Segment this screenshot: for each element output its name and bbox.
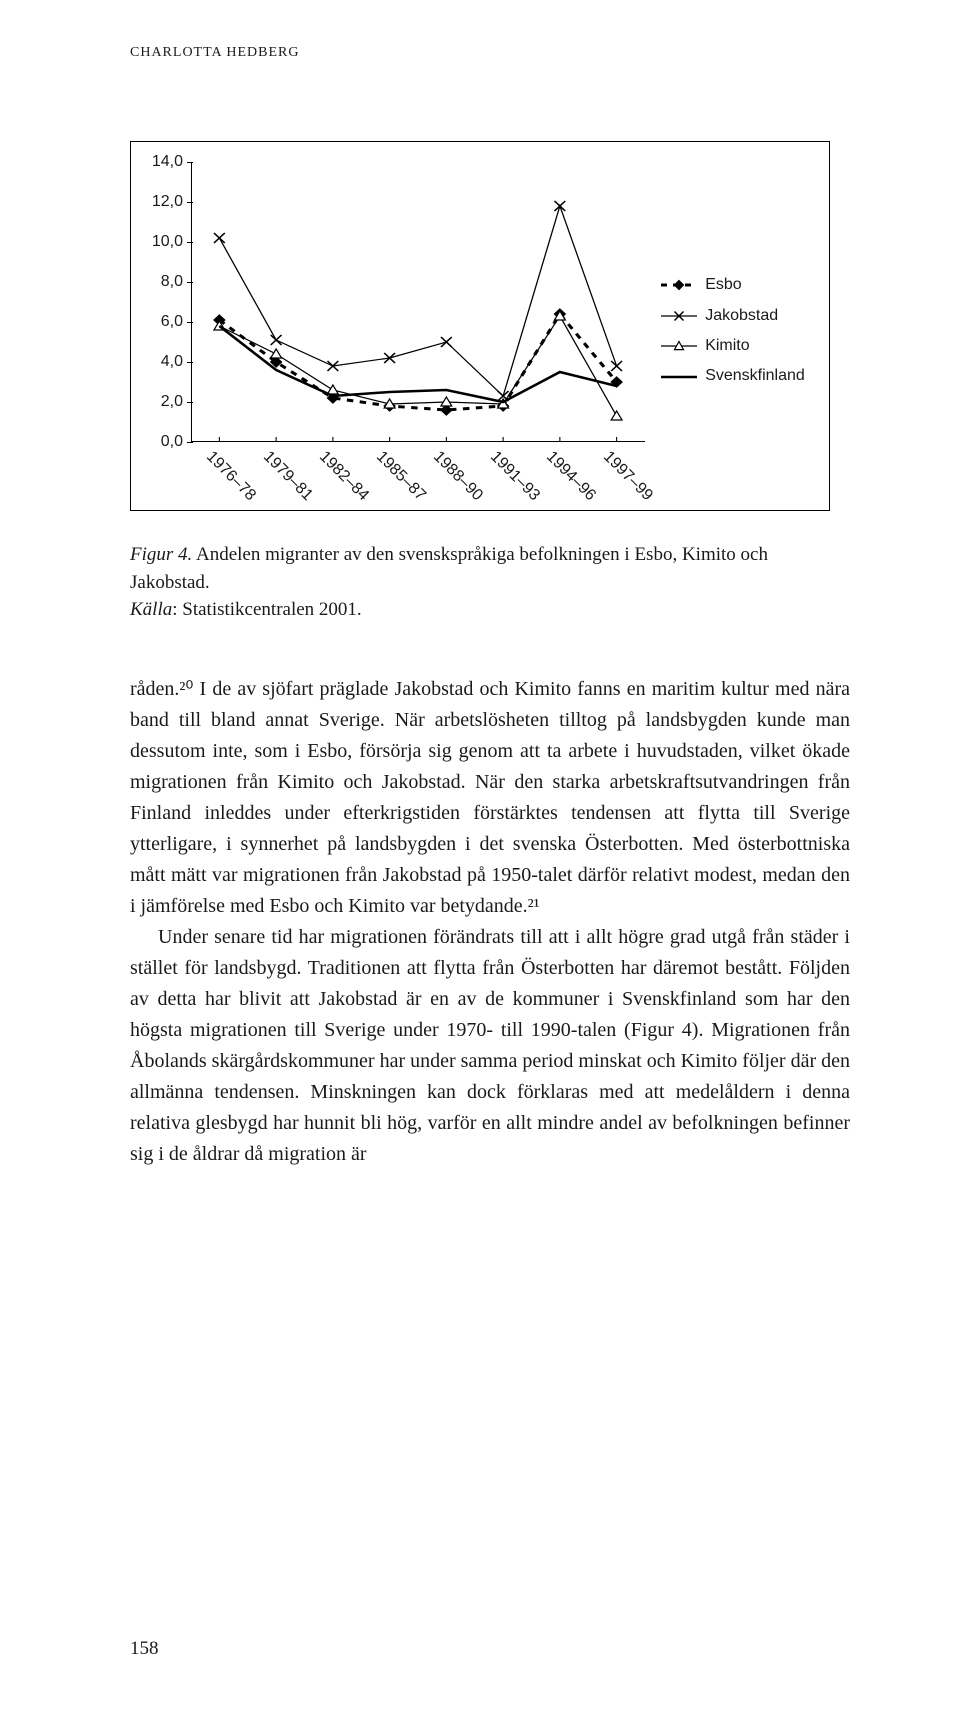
series-line xyxy=(219,206,616,396)
plot-area: 0,02,04,06,08,010,012,014,0 xyxy=(191,162,645,442)
legend-swatch xyxy=(661,309,697,323)
y-axis-label: 12,0 xyxy=(152,193,183,211)
x-axis-label: 1979–81 xyxy=(259,448,316,505)
y-axis-label: 0,0 xyxy=(161,433,183,451)
y-axis-label: 4,0 xyxy=(161,353,183,371)
source-label: Källa xyxy=(130,599,172,620)
series-line xyxy=(219,316,616,416)
x-axis-label: 1982–84 xyxy=(316,448,373,505)
page-number: 158 xyxy=(130,1638,159,1660)
legend-label: Jakobstad xyxy=(705,301,778,331)
plot-svg xyxy=(191,162,645,442)
source-text: : Statistikcentralen 2001. xyxy=(172,599,361,620)
legend-label: Kimito xyxy=(705,331,749,361)
legend: EsboJakobstadKimitoSvenskfinland xyxy=(661,270,805,392)
legend-swatch xyxy=(661,278,697,292)
y-axis-label: 14,0 xyxy=(152,153,183,171)
y-axis-label: 6,0 xyxy=(161,313,183,331)
x-axis-label: 1997–99 xyxy=(599,448,656,505)
x-axis-label: 1985–87 xyxy=(372,448,429,505)
chart-figure: 0,02,04,06,08,010,012,014,0 1976–781979–… xyxy=(130,141,830,511)
marker xyxy=(327,385,338,394)
x-axis-label: 1976–78 xyxy=(202,448,259,505)
figure-caption: Figur 4. Andelen migranter av den svensk… xyxy=(130,541,850,624)
x-axis-label: 1988–90 xyxy=(429,448,486,505)
x-axis-label: 1991–93 xyxy=(486,448,543,505)
y-axis: 0,02,04,06,08,010,012,014,0 xyxy=(143,162,189,442)
legend-item: Svenskfinland xyxy=(661,361,805,391)
marker xyxy=(441,397,452,406)
body-text: råden.²⁰ I de av sjöfart präglade Jakobs… xyxy=(130,674,850,1170)
legend-label: Esbo xyxy=(705,270,741,300)
legend-swatch xyxy=(661,370,697,384)
x-axis-label: 1994–96 xyxy=(543,448,600,505)
figure-label: Figur 4. xyxy=(130,544,192,565)
marker xyxy=(271,349,282,358)
body-paragraph-2: Under senare tid har migrationen förändr… xyxy=(130,922,850,1170)
legend-swatch xyxy=(661,339,697,353)
y-axis-label: 10,0 xyxy=(152,233,183,251)
legend-item: Esbo xyxy=(661,270,805,300)
running-head: CHARLOTTA HEDBERG xyxy=(130,45,850,61)
legend-item: Jakobstad xyxy=(661,301,805,331)
y-axis-label: 2,0 xyxy=(161,393,183,411)
figure-caption-text: Andelen migranter av den svenskspråkiga … xyxy=(130,544,768,593)
marker xyxy=(611,411,622,420)
y-axis-label: 8,0 xyxy=(161,273,183,291)
body-paragraph-1: råden.²⁰ I de av sjöfart präglade Jakobs… xyxy=(130,674,850,922)
legend-label: Svenskfinland xyxy=(705,361,805,391)
legend-item: Kimito xyxy=(661,331,805,361)
x-axis: 1976–781979–811982–841985–871988–901991–… xyxy=(191,442,645,502)
